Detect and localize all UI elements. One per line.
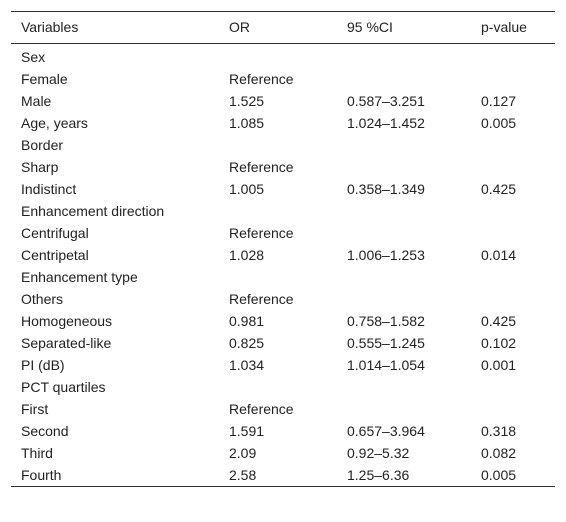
- table-cell: 0.358–1.349: [347, 181, 425, 197]
- table-cell: 0.005: [481, 115, 517, 131]
- table-cell: 0.425: [481, 313, 517, 329]
- table-row: Others Reference: [11, 288, 555, 310]
- table-cell: 0.102: [481, 335, 517, 351]
- table-cell: PI (dB): [21, 357, 65, 373]
- table-row: Separated-like 0.825 0.555–1.245 0.102: [11, 332, 555, 354]
- table-row: PI (dB) 1.034 1.014–1.054 0.001: [11, 354, 555, 376]
- table-cell: 1.024–1.452: [347, 115, 425, 131]
- table-cell: Indistinct: [21, 181, 77, 197]
- table-cell: 0.758–1.582: [347, 313, 425, 329]
- table-cell: Enhancement direction: [21, 203, 165, 219]
- table-cell: 0.587–3.251: [347, 93, 425, 109]
- table-cell: Others: [21, 291, 64, 307]
- table-row: Centrifugal Reference: [11, 222, 555, 244]
- table-cell: Centripetal: [21, 247, 89, 263]
- table-cell: 0.014: [481, 247, 517, 263]
- table-cell: First: [21, 401, 49, 417]
- table-row: PCT quartiles: [11, 376, 555, 398]
- table-cell: 0.825: [229, 335, 265, 351]
- table-cell: 0.318: [481, 423, 517, 439]
- table-cell: 0.981: [229, 313, 265, 329]
- header-cell: OR: [229, 19, 250, 35]
- table-cell: 1.005: [229, 181, 265, 197]
- table-cell: PCT quartiles: [21, 379, 106, 395]
- table-cell: Sharp: [21, 159, 59, 175]
- table-cell: 1.034: [229, 357, 265, 373]
- table-row: Male 1.525 0.587–3.251 0.127: [11, 90, 555, 112]
- table-row: Second 1.591 0.657–3.964 0.318: [11, 420, 555, 442]
- table-cell: Age, years: [21, 115, 88, 131]
- table-cell: Centrifugal: [21, 225, 89, 241]
- table-row: Indistinct 1.005 0.358–1.349 0.425: [11, 178, 555, 200]
- table-cell: Reference: [229, 401, 294, 417]
- table-cell: Separated-like: [21, 335, 112, 351]
- table-cell: 0.001: [481, 357, 517, 373]
- table-cell: Homogeneous: [21, 313, 113, 329]
- table-row: Sex: [11, 46, 555, 68]
- table-cell: 0.555–1.245: [347, 335, 425, 351]
- table-row: Age, years 1.085 1.024–1.452 0.005: [11, 112, 555, 134]
- table-cell: Reference: [229, 159, 294, 175]
- table-cell: 1.006–1.253: [347, 247, 425, 263]
- table-cell: 0.92–5.32: [347, 445, 410, 461]
- table-cell: 1.014–1.054: [347, 357, 425, 373]
- table-cell: Reference: [229, 71, 294, 87]
- table-cell: 0.425: [481, 181, 517, 197]
- table-cell: 2.58: [229, 467, 257, 483]
- table-cell: 1.525: [229, 93, 265, 109]
- table-cell: Sex: [21, 49, 46, 65]
- table-row: Sharp Reference: [11, 156, 555, 178]
- header-row: Variables OR 95 %CI p-value: [11, 12, 555, 44]
- table-cell: 1.591: [229, 423, 265, 439]
- table-cell: 0.127: [481, 93, 517, 109]
- table-row: Enhancement direction: [11, 200, 555, 222]
- header-cell: Variables: [21, 19, 79, 35]
- table: Variables OR 95 %CI p-value Sex Female Referen…: [11, 11, 555, 487]
- table-row: Fourth 2.58 1.25–6.36 0.005: [11, 464, 555, 486]
- table-cell: 2.09: [229, 445, 257, 461]
- header-cell: p-value: [481, 19, 527, 35]
- table-cell: Third: [21, 445, 53, 461]
- table-cell: 0.082: [481, 445, 517, 461]
- table-row: Homogeneous 0.981 0.758–1.582 0.425: [11, 310, 555, 332]
- table-cell: Enhancement type: [21, 269, 138, 285]
- table-cell: Border: [21, 137, 64, 153]
- table-cell: Reference: [229, 225, 294, 241]
- table-cell: 1.085: [229, 115, 265, 131]
- table-row: Border: [11, 134, 555, 156]
- table-cell: Female: [21, 71, 68, 87]
- table-cell: Second: [21, 423, 69, 439]
- table-cell: Reference: [229, 291, 294, 307]
- table-row: Centripetal 1.028 1.006–1.253 0.014: [11, 244, 555, 266]
- table-cell: 0.657–3.964: [347, 423, 425, 439]
- table-row: First Reference: [11, 398, 555, 420]
- table-cell: Fourth: [21, 467, 62, 483]
- table-cell: 1.25–6.36: [347, 467, 410, 483]
- table-cell: 1.028: [229, 247, 265, 263]
- table-cell: 0.005: [481, 467, 517, 483]
- table-row: Female Reference: [11, 68, 555, 90]
- header-cell: 95 %CI: [347, 19, 393, 35]
- table-row: Enhancement type: [11, 266, 555, 288]
- table-row: Third 2.09 0.92–5.32 0.082: [11, 442, 555, 464]
- table-cell: Male: [21, 93, 52, 109]
